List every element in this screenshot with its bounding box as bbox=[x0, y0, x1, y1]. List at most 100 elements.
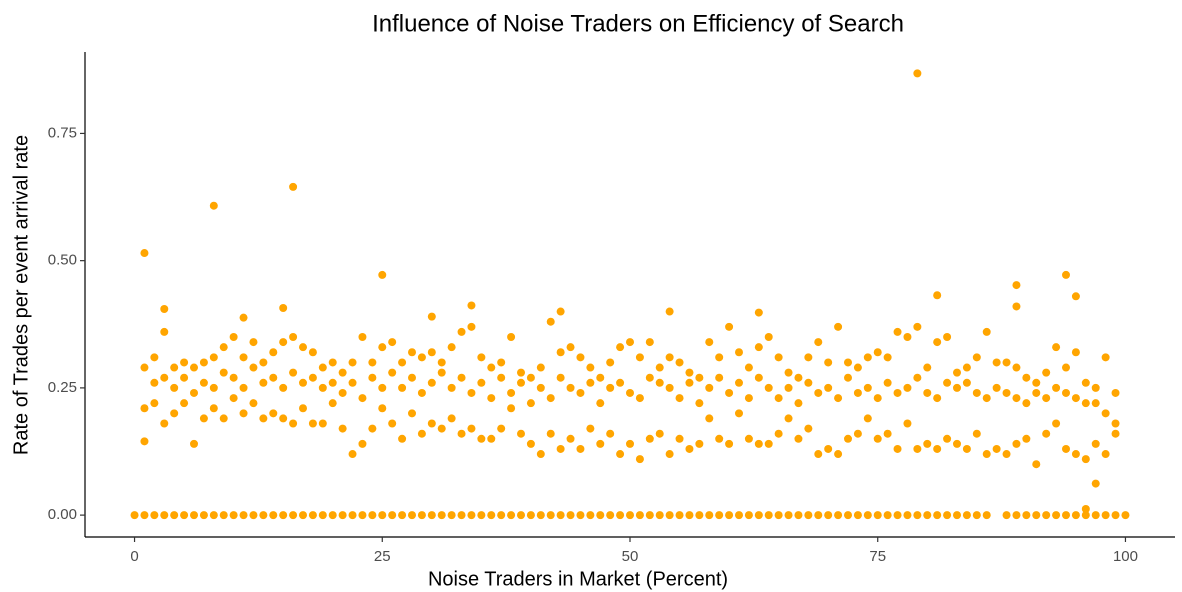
point bbox=[1002, 358, 1011, 367]
point bbox=[308, 348, 317, 357]
point bbox=[626, 511, 634, 520]
point bbox=[695, 439, 704, 448]
point bbox=[764, 439, 773, 448]
point bbox=[328, 358, 337, 367]
point bbox=[953, 368, 961, 377]
point bbox=[199, 358, 208, 367]
point bbox=[814, 511, 823, 520]
point bbox=[417, 429, 426, 438]
point bbox=[378, 383, 387, 392]
point bbox=[150, 511, 159, 520]
point bbox=[536, 383, 545, 392]
point bbox=[170, 511, 179, 520]
point bbox=[517, 429, 525, 438]
point bbox=[824, 383, 833, 392]
point bbox=[517, 511, 525, 520]
point bbox=[705, 338, 714, 347]
point bbox=[735, 348, 743, 357]
point bbox=[883, 429, 892, 438]
point bbox=[626, 338, 634, 347]
point bbox=[487, 434, 496, 443]
point bbox=[556, 348, 565, 357]
point bbox=[844, 358, 852, 367]
point bbox=[507, 388, 516, 397]
point bbox=[487, 363, 496, 372]
point bbox=[606, 358, 615, 367]
point bbox=[933, 444, 942, 453]
point bbox=[754, 439, 763, 448]
point bbox=[606, 511, 615, 520]
point bbox=[824, 358, 833, 367]
point bbox=[576, 444, 585, 453]
x-tick-label: 50 bbox=[622, 548, 639, 565]
point bbox=[715, 511, 724, 520]
point bbox=[873, 394, 882, 403]
point bbox=[199, 378, 208, 387]
point bbox=[190, 363, 198, 372]
point bbox=[962, 511, 971, 520]
point bbox=[1012, 511, 1021, 520]
point bbox=[626, 388, 634, 397]
point bbox=[933, 511, 942, 520]
point bbox=[269, 373, 278, 382]
point bbox=[1052, 419, 1061, 428]
point bbox=[229, 511, 238, 520]
point bbox=[685, 444, 694, 453]
point bbox=[299, 404, 307, 413]
point bbox=[883, 353, 892, 362]
point bbox=[655, 511, 664, 520]
point bbox=[665, 450, 674, 459]
point bbox=[269, 409, 278, 418]
point bbox=[645, 511, 654, 520]
point bbox=[1081, 505, 1090, 514]
point bbox=[804, 424, 813, 433]
point bbox=[338, 388, 347, 397]
point bbox=[863, 511, 872, 520]
point bbox=[457, 327, 466, 336]
point bbox=[408, 409, 416, 418]
point bbox=[586, 511, 595, 520]
point bbox=[477, 353, 486, 362]
point bbox=[665, 511, 674, 520]
point bbox=[1062, 511, 1070, 520]
point bbox=[398, 358, 407, 367]
point bbox=[982, 450, 991, 459]
point bbox=[764, 383, 773, 392]
point bbox=[190, 388, 198, 397]
point bbox=[150, 353, 159, 362]
point bbox=[328, 399, 337, 408]
point bbox=[140, 363, 149, 372]
point bbox=[190, 511, 198, 520]
point bbox=[526, 373, 535, 382]
point bbox=[824, 444, 833, 453]
point bbox=[913, 69, 922, 78]
point bbox=[517, 368, 525, 377]
point bbox=[744, 511, 753, 520]
point bbox=[1022, 511, 1031, 520]
point bbox=[289, 368, 298, 377]
point bbox=[873, 348, 882, 357]
point bbox=[774, 353, 783, 362]
point bbox=[824, 511, 833, 520]
point bbox=[794, 399, 803, 408]
point bbox=[645, 373, 654, 382]
point bbox=[497, 373, 506, 382]
point bbox=[665, 353, 674, 362]
point bbox=[388, 368, 397, 377]
point bbox=[834, 511, 843, 520]
point bbox=[1052, 511, 1061, 520]
point bbox=[1081, 511, 1090, 520]
point bbox=[199, 414, 208, 423]
point bbox=[735, 409, 743, 418]
point bbox=[368, 358, 377, 367]
point bbox=[279, 383, 288, 392]
point bbox=[913, 444, 922, 453]
point bbox=[338, 368, 347, 377]
point bbox=[1062, 444, 1070, 453]
point bbox=[933, 291, 942, 300]
point bbox=[695, 511, 704, 520]
point bbox=[1062, 270, 1070, 279]
point bbox=[467, 388, 476, 397]
point bbox=[1071, 511, 1080, 520]
